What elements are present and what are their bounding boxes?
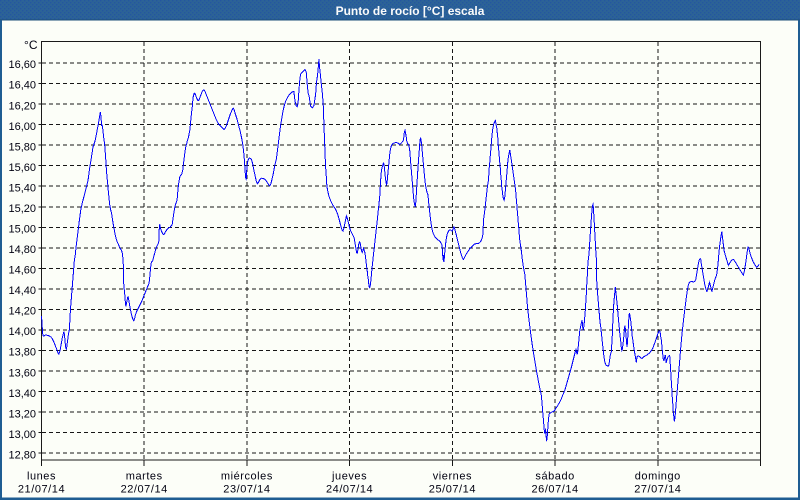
svg-text:23/07/14: 23/07/14: [223, 484, 270, 496]
svg-text:domingo: domingo: [635, 471, 681, 483]
svg-text:15,60: 15,60: [8, 162, 36, 174]
svg-text:lunes: lunes: [27, 471, 56, 483]
svg-text:martes: martes: [126, 471, 163, 483]
svg-text:24/07/14: 24/07/14: [326, 484, 373, 496]
svg-text:15,80: 15,80: [8, 141, 36, 153]
svg-text:13,80: 13,80: [8, 347, 36, 359]
svg-text:27/07/14: 27/07/14: [634, 484, 681, 496]
svg-text:14,60: 14,60: [8, 265, 36, 277]
svg-text:jueves: jueves: [331, 471, 367, 483]
svg-text:12,80: 12,80: [8, 449, 36, 461]
svg-text:miércoles: miércoles: [221, 471, 273, 483]
svg-text:14,00: 14,00: [8, 326, 36, 338]
svg-text:13,20: 13,20: [8, 408, 36, 420]
svg-text:13,00: 13,00: [8, 429, 36, 441]
svg-text:14,40: 14,40: [8, 285, 36, 297]
svg-text:15,20: 15,20: [8, 203, 36, 215]
svg-text:16,00: 16,00: [8, 121, 36, 133]
svg-text:°C: °C: [24, 38, 38, 52]
svg-text:14,20: 14,20: [8, 306, 36, 318]
svg-text:13,40: 13,40: [8, 388, 36, 400]
svg-text:16,20: 16,20: [8, 100, 36, 112]
svg-text:viernes: viernes: [433, 471, 472, 483]
svg-text:15,40: 15,40: [8, 182, 36, 194]
svg-text:Punto de rocío [°C] escala: Punto de rocío [°C] escala: [336, 4, 485, 18]
svg-text:15,00: 15,00: [8, 224, 36, 236]
svg-text:14,80: 14,80: [8, 244, 36, 256]
svg-text:16,60: 16,60: [8, 59, 36, 71]
svg-text:sábado: sábado: [535, 471, 574, 483]
svg-text:21/07/14: 21/07/14: [18, 484, 65, 496]
svg-text:26/07/14: 26/07/14: [531, 484, 578, 496]
svg-text:25/07/14: 25/07/14: [429, 484, 476, 496]
svg-text:16,40: 16,40: [8, 80, 36, 92]
svg-text:22/07/14: 22/07/14: [121, 484, 168, 496]
svg-text:13,60: 13,60: [8, 367, 36, 379]
